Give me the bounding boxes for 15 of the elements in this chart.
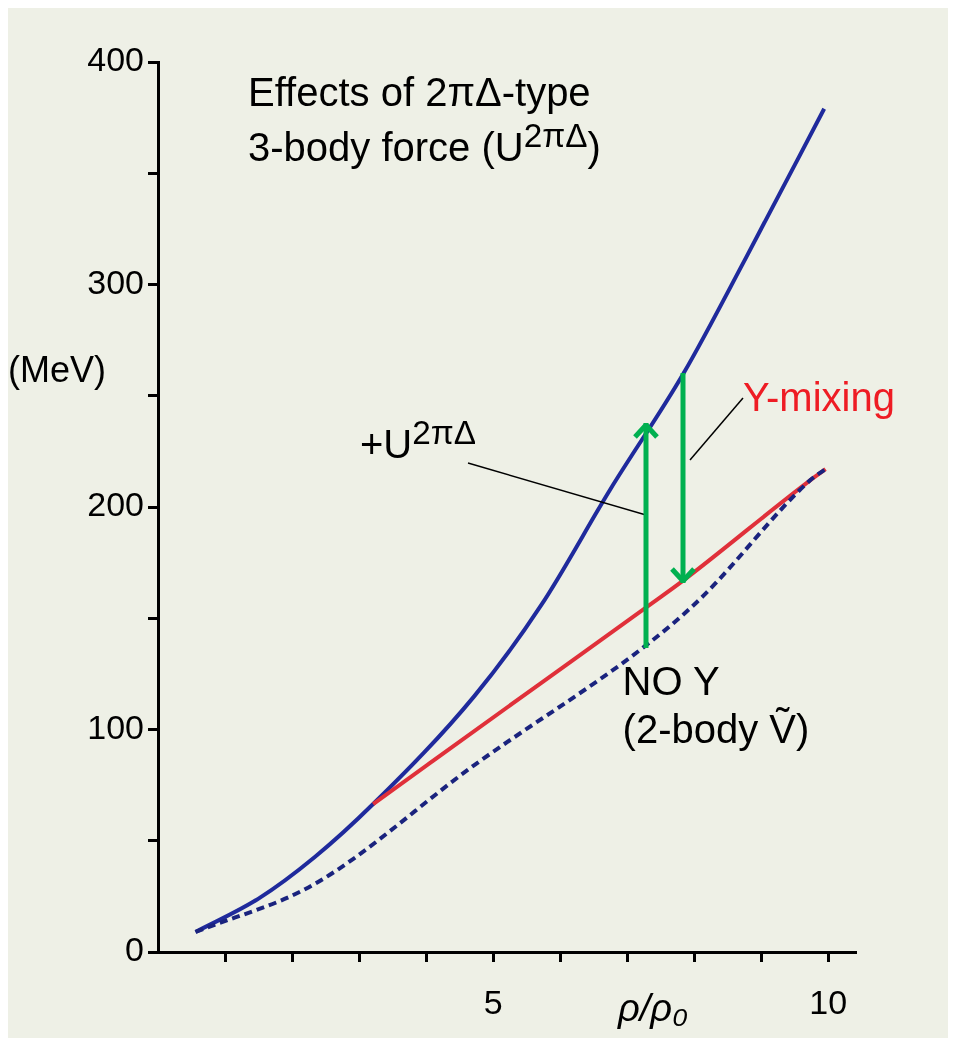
x-tick-label: 5 bbox=[483, 982, 503, 1021]
line-series bbox=[371, 467, 828, 807]
x-tick-label: 10 bbox=[809, 982, 848, 1021]
y-axis-title: (MeV) bbox=[8, 348, 106, 392]
line-series bbox=[193, 467, 828, 934]
x-axis-title: ρ/ρ₀ bbox=[618, 986, 689, 1031]
annotation: Y-mixing bbox=[743, 374, 895, 421]
y-tick-label: 400 bbox=[87, 40, 144, 79]
y-tick-label: 0 bbox=[125, 930, 144, 969]
annotation: NO Y (2-body Ṽ) bbox=[622, 657, 810, 753]
text: Effects of 2πΔ-type 3-body force (U$^{2πΔ}$) bbox=[248, 69, 601, 172]
annotation: +U$^{2πΔ}$ bbox=[360, 413, 477, 469]
y-tick-label: 300 bbox=[87, 262, 144, 301]
y-tick-label: 100 bbox=[87, 707, 144, 746]
y-tick-label: 200 bbox=[87, 485, 144, 524]
